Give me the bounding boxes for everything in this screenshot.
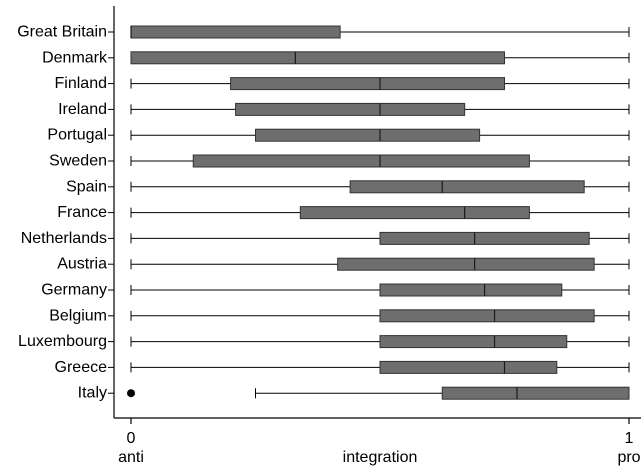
box-row-greece: Greece (55, 359, 630, 376)
box-row-ireland: Ireland (58, 101, 630, 118)
iqr-box (235, 102, 466, 116)
box-row-austria: Austria (57, 256, 630, 273)
box-row-spain: Spain (66, 178, 630, 195)
box-row-denmark: Denmark (42, 49, 630, 66)
iqr-box (192, 154, 530, 168)
iqr-box (379, 309, 595, 323)
x-axis-annotation: anti (118, 449, 144, 466)
box-row-finland: Finland (55, 75, 630, 92)
category-label: Greece (55, 359, 108, 376)
category-label: Portugal (47, 127, 107, 144)
x-tick-label: 1 (625, 430, 634, 447)
x-axis: 0 1 anti integration pro (114, 417, 641, 466)
iqr-box (379, 360, 558, 374)
category-label: Germany (41, 282, 107, 299)
iqr-box (230, 77, 505, 91)
box-row-portugal: Portugal (47, 127, 630, 144)
x-axis-annotation: integration (343, 449, 418, 466)
category-label: Sweden (49, 153, 107, 170)
category-label: Spain (66, 178, 107, 195)
iqr-box (337, 257, 595, 271)
x-tick-label: 0 (127, 430, 136, 447)
iqr-box (130, 25, 341, 39)
box-row-luxembourg: Luxembourg (18, 333, 630, 350)
category-label: Finland (55, 75, 107, 92)
category-label: Austria (57, 256, 107, 273)
category-label: Ireland (58, 101, 107, 118)
category-label: Belgium (49, 307, 107, 324)
iqr-box (130, 51, 505, 65)
iqr-box (379, 335, 568, 349)
box-row-belgium: Belgium (49, 307, 630, 324)
category-label: France (57, 204, 107, 221)
iqr-box (441, 386, 630, 400)
box-row-netherlands: Netherlands (21, 230, 630, 247)
box-row-sweden: Sweden (49, 153, 630, 170)
plot-area: Great Britain Denmark Finland Ireland Portug… (17, 24, 630, 402)
iqr-box (379, 283, 563, 297)
iqr-box (255, 128, 481, 142)
box-row-france: France (57, 204, 630, 221)
category-label: Italy (78, 385, 107, 402)
box-row-italy: Italy (78, 385, 630, 402)
category-label: Netherlands (21, 230, 107, 247)
iqr-box (349, 180, 585, 194)
iqr-box (379, 231, 590, 245)
category-label: Luxembourg (18, 333, 107, 350)
x-axis-annotation: pro (617, 449, 640, 466)
outlier-point (127, 389, 135, 398)
box-row-germany: Germany (41, 282, 630, 299)
category-label: Denmark (42, 49, 108, 66)
category-label: Great Britain (17, 24, 107, 41)
iqr-box (299, 206, 530, 220)
box-row-great-britain: Great Britain (17, 24, 630, 41)
